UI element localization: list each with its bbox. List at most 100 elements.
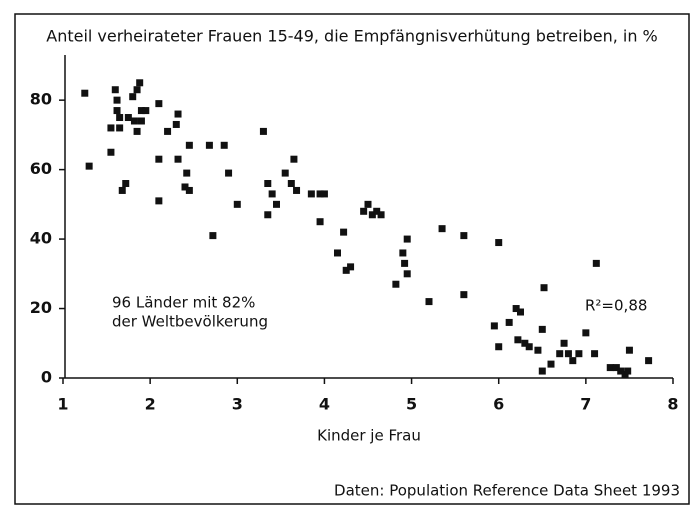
point bbox=[560, 339, 568, 347]
point bbox=[347, 263, 355, 271]
point bbox=[307, 190, 315, 198]
point bbox=[118, 186, 126, 194]
point bbox=[264, 180, 272, 188]
point bbox=[645, 357, 653, 365]
point bbox=[316, 218, 324, 226]
point bbox=[490, 322, 498, 330]
point bbox=[185, 141, 193, 149]
point bbox=[342, 266, 350, 274]
r2-label: R²=0,88 bbox=[585, 297, 647, 315]
point bbox=[259, 127, 267, 135]
point bbox=[403, 270, 411, 278]
point bbox=[174, 110, 182, 118]
point bbox=[133, 86, 141, 94]
x-tick-label: 3 bbox=[232, 395, 243, 414]
point bbox=[582, 329, 590, 337]
point bbox=[85, 162, 93, 170]
point bbox=[155, 100, 163, 108]
x-tick-label: 8 bbox=[667, 395, 678, 414]
point bbox=[514, 336, 522, 344]
point bbox=[517, 308, 524, 316]
point bbox=[142, 107, 150, 115]
point bbox=[569, 357, 577, 365]
point bbox=[113, 107, 121, 115]
point bbox=[340, 228, 348, 236]
point bbox=[495, 239, 503, 247]
point bbox=[392, 280, 400, 288]
x-tick-label: 6 bbox=[493, 395, 504, 414]
point bbox=[512, 305, 520, 313]
y-tick-label: 40 bbox=[30, 229, 52, 248]
point bbox=[273, 200, 280, 208]
point bbox=[495, 343, 503, 351]
point bbox=[320, 190, 328, 198]
point bbox=[399, 249, 407, 257]
point bbox=[107, 148, 115, 156]
x-tick-label: 2 bbox=[145, 395, 156, 414]
point bbox=[220, 141, 228, 149]
point bbox=[137, 107, 145, 115]
point bbox=[81, 89, 89, 97]
y-tick-label: 0 bbox=[41, 368, 52, 387]
point bbox=[225, 169, 233, 177]
point bbox=[334, 249, 341, 257]
point bbox=[264, 211, 272, 219]
point bbox=[534, 346, 542, 354]
point bbox=[181, 183, 189, 191]
source: Daten: Population Reference Data Sheet 1… bbox=[334, 482, 680, 500]
point bbox=[172, 120, 180, 128]
point bbox=[155, 197, 163, 205]
point bbox=[137, 117, 145, 125]
point bbox=[425, 298, 433, 306]
point bbox=[592, 259, 600, 267]
x-tick-label: 5 bbox=[406, 395, 417, 414]
point bbox=[460, 291, 468, 299]
point bbox=[525, 343, 533, 351]
point bbox=[116, 114, 124, 122]
y-tick-label: 80 bbox=[30, 90, 52, 109]
point bbox=[377, 211, 385, 219]
point bbox=[606, 364, 614, 372]
point bbox=[116, 124, 124, 132]
x-tick-label: 7 bbox=[580, 395, 591, 414]
point bbox=[233, 200, 241, 208]
point bbox=[538, 367, 546, 375]
point bbox=[293, 186, 301, 194]
point bbox=[316, 190, 324, 198]
point bbox=[164, 127, 172, 135]
point bbox=[287, 180, 295, 188]
point bbox=[364, 200, 372, 208]
point bbox=[281, 169, 289, 177]
y-tick-label: 60 bbox=[30, 159, 52, 178]
point bbox=[403, 235, 411, 243]
point bbox=[538, 325, 546, 333]
point bbox=[360, 207, 368, 215]
point bbox=[368, 211, 376, 219]
point bbox=[155, 155, 163, 163]
point bbox=[268, 190, 276, 198]
x-tick-label: 4 bbox=[319, 395, 330, 414]
point bbox=[591, 350, 599, 358]
point bbox=[575, 350, 583, 358]
point bbox=[556, 350, 564, 358]
point bbox=[564, 350, 572, 358]
point bbox=[174, 155, 182, 163]
point bbox=[185, 186, 193, 194]
point bbox=[183, 169, 191, 177]
point bbox=[136, 79, 144, 87]
point bbox=[460, 232, 468, 240]
point bbox=[373, 207, 381, 215]
point bbox=[113, 96, 121, 104]
annotation: der Weltbevölkerung bbox=[112, 313, 268, 331]
point bbox=[612, 364, 620, 372]
point bbox=[505, 318, 513, 326]
point bbox=[521, 339, 529, 347]
annotation: 96 Länder mit 82% bbox=[112, 294, 255, 312]
point bbox=[290, 155, 298, 163]
point bbox=[547, 360, 555, 368]
point bbox=[133, 127, 141, 135]
point bbox=[205, 141, 213, 149]
y-tick-label: 20 bbox=[30, 298, 52, 317]
point bbox=[111, 86, 119, 94]
